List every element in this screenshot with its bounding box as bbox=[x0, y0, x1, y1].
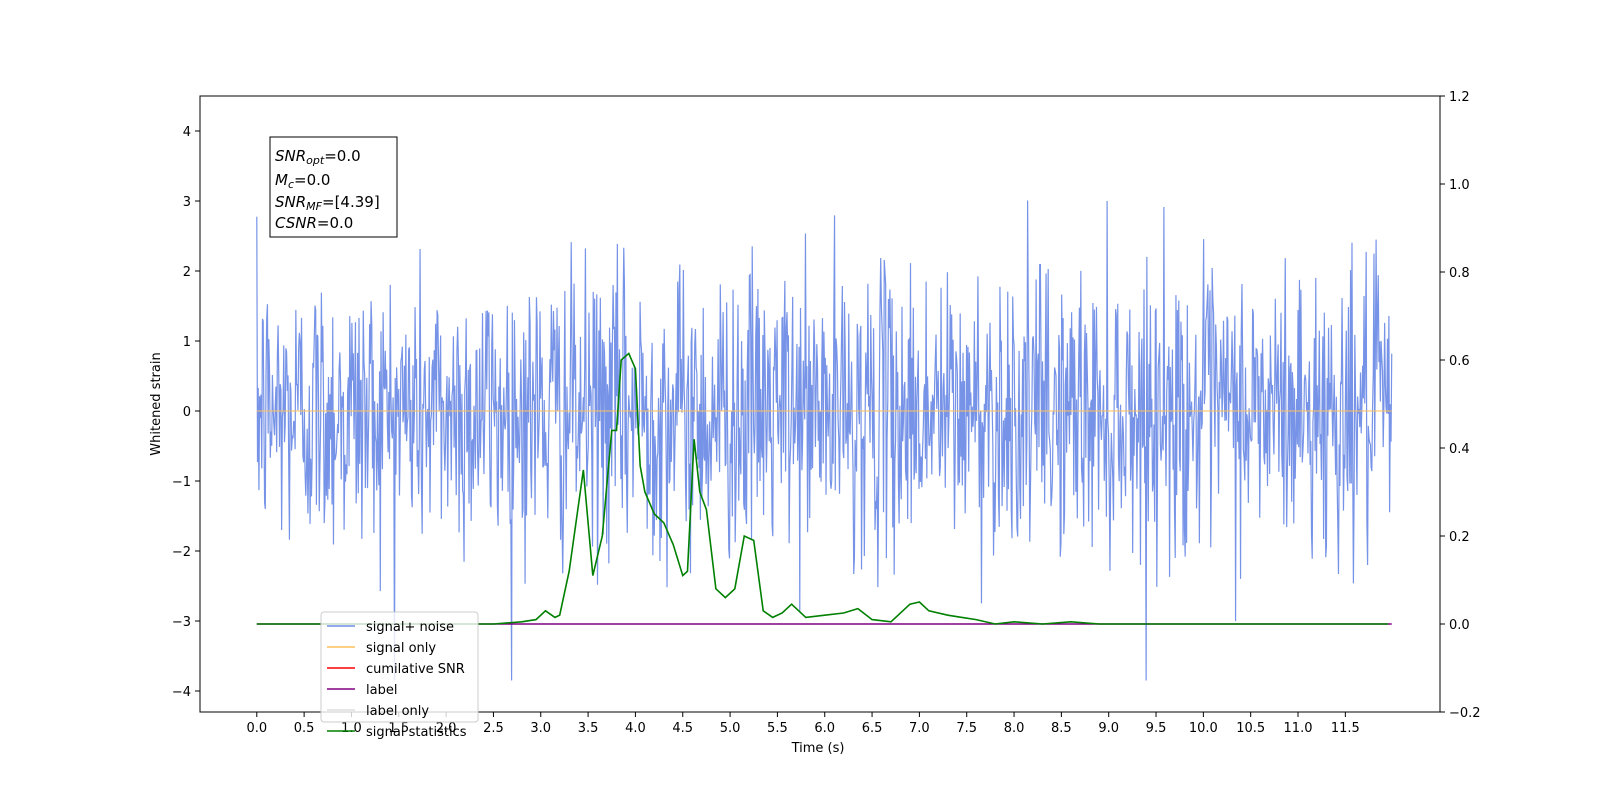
y-tick-label-0: 4 bbox=[183, 125, 191, 140]
legend-label-0: signal+ noise bbox=[366, 620, 454, 635]
x-tick-label-16: 8.0 bbox=[1004, 721, 1025, 736]
legend-label-3: label bbox=[366, 683, 397, 698]
legend-frame bbox=[320, 611, 479, 723]
x-tick-label-12: 6.0 bbox=[814, 721, 835, 736]
y-tick-label-1: 3 bbox=[183, 195, 191, 210]
x-tick-label-5: 2.5 bbox=[483, 721, 504, 736]
y-tick-label-5: −1 bbox=[172, 475, 191, 490]
legend-label-2: cumilative SNR bbox=[366, 662, 465, 677]
series-signal-noise bbox=[256, 200, 1393, 681]
y2-tick-label-1: 1.0 bbox=[1449, 178, 1470, 193]
info-box: SNRopt=0.0 Mc=0.0 SNRMF=[4.39] CSNR=0.0 bbox=[269, 136, 398, 238]
y2-tick-label-0: 1.2 bbox=[1449, 90, 1470, 105]
x-tick-label-8: 4.0 bbox=[625, 721, 646, 736]
y2-axis-ticks: 1.2 1.0 0.8 0.6 0.4 0.2 0.0 −0.2 bbox=[1440, 90, 1481, 721]
x-tick-label-10: 5.0 bbox=[720, 721, 741, 736]
legend-label-5: signal statistics bbox=[366, 725, 467, 740]
info-box-frame bbox=[269, 136, 398, 238]
info-snr-mf: SNRMF=[4.39] bbox=[275, 193, 380, 213]
signal-noise-series bbox=[256, 200, 1393, 681]
y-tick-label-4: 0 bbox=[183, 405, 191, 420]
x-tick-label-18: 9.0 bbox=[1098, 721, 1119, 736]
x-tick-label-15: 7.5 bbox=[956, 721, 977, 736]
info-csnr: CSNR=0.0 bbox=[275, 214, 353, 232]
y-tick-label-2: 2 bbox=[183, 265, 191, 280]
x-tick-label-20: 10.0 bbox=[1189, 721, 1218, 736]
x-tick-label-9: 4.5 bbox=[672, 721, 693, 736]
x-tick-label-11: 5.5 bbox=[767, 721, 788, 736]
plot-frame bbox=[199, 95, 1441, 713]
x-tick-label-14: 7.0 bbox=[909, 721, 930, 736]
y2-tick-label-3: 0.6 bbox=[1449, 354, 1470, 369]
x-tick-label-3: 1.5 bbox=[388, 721, 409, 736]
x-tick-label-4: 2.0 bbox=[436, 721, 457, 736]
info-snr-opt: SNRopt=0.0 bbox=[275, 147, 361, 167]
x-tick-label-2: 1.0 bbox=[341, 721, 362, 736]
y2-tick-label-2: 0.8 bbox=[1449, 266, 1470, 281]
y2-tick-label-4: 0.4 bbox=[1449, 442, 1470, 457]
series-signal-statistics bbox=[256, 352, 1388, 625]
y2-tick-label-6: 0.0 bbox=[1449, 618, 1470, 633]
y2-tick-label-7: −0.2 bbox=[1449, 706, 1481, 721]
x-tick-label-23: 11.5 bbox=[1331, 721, 1360, 736]
x-tick-label-17: 8.5 bbox=[1051, 721, 1072, 736]
x-tick-label-19: 9.5 bbox=[1146, 721, 1167, 736]
y-tick-label-8: −4 bbox=[172, 685, 191, 700]
info-mc: Mc=0.0 bbox=[275, 171, 330, 191]
x-tick-label-21: 10.5 bbox=[1236, 721, 1265, 736]
x-tick-label-1: 0.5 bbox=[294, 721, 315, 736]
legend: signal+ noise signal only cumilative SNR la… bbox=[320, 611, 479, 740]
x-tick-label-7: 3.5 bbox=[578, 721, 599, 736]
x-tick-label-0: 0.0 bbox=[246, 721, 267, 736]
x-axis-label: Time (s) bbox=[791, 741, 845, 756]
x-tick-label-6: 3.0 bbox=[530, 721, 551, 736]
x-tick-label-13: 6.5 bbox=[862, 721, 883, 736]
y-tick-label-3: 1 bbox=[183, 335, 191, 350]
legend-label-4: label only bbox=[366, 704, 429, 719]
y2-tick-label-5: 0.2 bbox=[1449, 530, 1470, 545]
x-tick-label-22: 11.0 bbox=[1284, 721, 1313, 736]
x-axis-ticks: 0.0 0.5 1.0 1.5 2.0 2.5 3.0 3.5 4.0 4.5 5.0 5.5 6.0 6… bbox=[246, 712, 1360, 736]
y-axis-label: Whitened strain bbox=[149, 352, 164, 455]
y-tick-label-7: −3 bbox=[172, 615, 191, 630]
y-axis-ticks: 4 3 2 1 0 −1 −2 −3 −4 bbox=[172, 125, 200, 700]
y-tick-label-6: −2 bbox=[172, 545, 191, 560]
legend-label-1: signal only bbox=[366, 641, 436, 656]
